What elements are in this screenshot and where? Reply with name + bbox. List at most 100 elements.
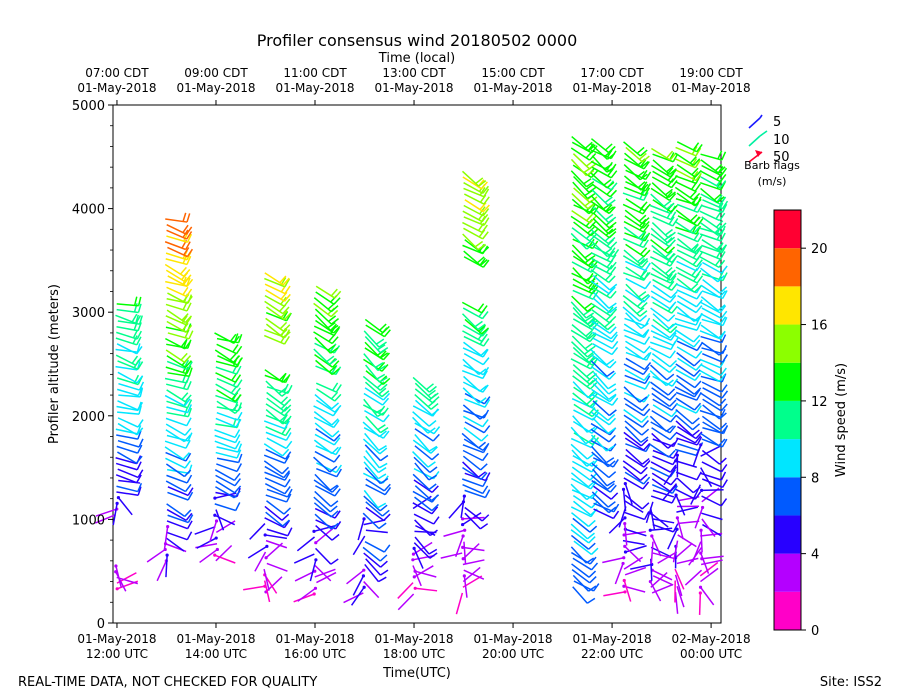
wind-barb-feather bbox=[641, 428, 650, 436]
wind-barb-staff bbox=[216, 463, 238, 473]
y-tick-label: 4000 bbox=[72, 203, 105, 218]
wind-barb-feather bbox=[719, 286, 728, 294]
wind-barb-feather bbox=[695, 363, 703, 371]
wind-barb-feather bbox=[718, 330, 726, 339]
wind-barb-feather bbox=[719, 180, 727, 189]
wind-barb-feather bbox=[284, 420, 290, 430]
wind-barb-feather bbox=[474, 320, 483, 328]
wind-barb-staff bbox=[572, 574, 590, 592]
wind-barb-staff bbox=[603, 591, 626, 597]
wind-barb-staff bbox=[352, 575, 365, 596]
wind-barb-feather bbox=[478, 397, 487, 404]
wind-barb-staff bbox=[657, 551, 678, 564]
wind-barb-feather bbox=[430, 403, 439, 410]
wind-barb-feather bbox=[137, 444, 143, 454]
wind-barb-feather bbox=[592, 437, 600, 445]
wind-barb-staff bbox=[214, 434, 236, 444]
wind-barb-staff bbox=[675, 460, 697, 468]
wind-barb-feather bbox=[380, 560, 388, 568]
wind-barb-feather bbox=[718, 348, 727, 356]
wind-barb-dot bbox=[623, 482, 627, 486]
wind-barb-feather bbox=[327, 321, 336, 329]
wind-barb-staff bbox=[592, 297, 611, 314]
wind-barb-feather bbox=[378, 467, 387, 474]
wind-barb-feather bbox=[181, 313, 189, 321]
wind-barb-feather bbox=[612, 249, 620, 258]
wind-barb-staff bbox=[676, 506, 699, 513]
wind-barb-feather bbox=[605, 206, 615, 213]
wind-barb-feather bbox=[720, 232, 726, 242]
wind-barb-staff bbox=[265, 494, 287, 503]
wind-barb-feather bbox=[719, 173, 727, 183]
wind-barb-staff bbox=[364, 444, 382, 462]
wind-barb-staff bbox=[676, 312, 698, 322]
wind-barb-staff bbox=[365, 450, 380, 469]
wind-barb-feather bbox=[668, 365, 677, 373]
wind-barb-feather bbox=[284, 278, 291, 288]
wind-barb-feather bbox=[665, 425, 674, 432]
x-tick-label-date: 01-May-2018 bbox=[474, 632, 553, 646]
wind-barb-feather bbox=[720, 471, 727, 481]
wind-barb-feather bbox=[603, 178, 612, 186]
wind-barb-staff bbox=[364, 563, 380, 583]
wind-barb-staff bbox=[592, 343, 613, 356]
wind-barb-feather bbox=[283, 293, 291, 302]
wind-barb-staff bbox=[166, 406, 188, 414]
wind-barb-staff bbox=[165, 480, 186, 493]
wind-barb-feather bbox=[669, 425, 677, 434]
wind-barb-feather bbox=[669, 432, 677, 441]
wind-barb-feather bbox=[720, 403, 728, 412]
wind-barb-staff bbox=[316, 462, 337, 474]
wind-barb-dot bbox=[312, 592, 316, 596]
wind-barb-staff bbox=[266, 562, 288, 572]
wind-barb-staff bbox=[624, 426, 642, 443]
wind-barb-feather bbox=[585, 557, 595, 564]
wind-barb-staff bbox=[314, 473, 331, 491]
wind-barb-feather bbox=[719, 412, 727, 420]
wind-barb-feather bbox=[474, 240, 484, 248]
wind-barb-staff bbox=[651, 478, 671, 493]
wind-barb-feather bbox=[378, 361, 386, 370]
wind-barb-feather bbox=[482, 259, 490, 268]
wind-barb-feather bbox=[331, 533, 340, 541]
barb-legend-label: 50 bbox=[773, 150, 790, 165]
wind-barb-staff bbox=[623, 511, 645, 521]
wind-barb-dot bbox=[623, 544, 627, 548]
wind-barb-staff bbox=[675, 369, 696, 382]
wind-barb-feather bbox=[608, 228, 617, 235]
wind-barb-feather bbox=[669, 464, 677, 473]
wind-barb-feather bbox=[431, 494, 440, 502]
wind-barb-feather bbox=[377, 502, 387, 509]
wind-barb-staff bbox=[675, 420, 693, 437]
wind-barb-staff bbox=[243, 585, 265, 591]
wind-barb-staff bbox=[455, 535, 464, 557]
wind-barb-staff bbox=[650, 461, 671, 473]
wind-barb-feather bbox=[587, 254, 596, 262]
wind-barb-feather bbox=[431, 506, 439, 515]
wind-barb-feather bbox=[482, 357, 490, 366]
wind-barb-staff bbox=[690, 484, 702, 505]
wind-barb-feather bbox=[332, 360, 340, 368]
wind-barb-feather bbox=[184, 394, 192, 403]
wind-barb-feather bbox=[721, 203, 728, 213]
wind-barb-feather bbox=[231, 403, 239, 412]
wind-barb-staff bbox=[675, 409, 693, 425]
wind-barb-feather bbox=[591, 464, 598, 473]
wind-barb-feather bbox=[721, 151, 727, 161]
wind-barb-feather bbox=[609, 283, 618, 291]
wind-barb-feather bbox=[696, 436, 703, 446]
wind-barb-feather bbox=[588, 284, 595, 293]
wind-barb-feather bbox=[718, 290, 727, 298]
wind-barb-staff bbox=[315, 485, 336, 497]
wind-barb-feather bbox=[609, 261, 617, 270]
wind-barb-staff bbox=[702, 398, 722, 412]
wind-barb-staff bbox=[674, 386, 695, 398]
wind-barb-feather bbox=[642, 224, 650, 233]
wind-barb-dot bbox=[461, 534, 465, 538]
wind-barb-staff bbox=[572, 415, 588, 433]
x-top-tick-label-time: 17:00 CDT bbox=[580, 66, 644, 80]
wind-barb-feather bbox=[720, 367, 727, 376]
wind-barb-feather bbox=[719, 316, 727, 325]
wind-barb-feather bbox=[429, 466, 438, 474]
wind-barb-feather bbox=[234, 406, 242, 414]
